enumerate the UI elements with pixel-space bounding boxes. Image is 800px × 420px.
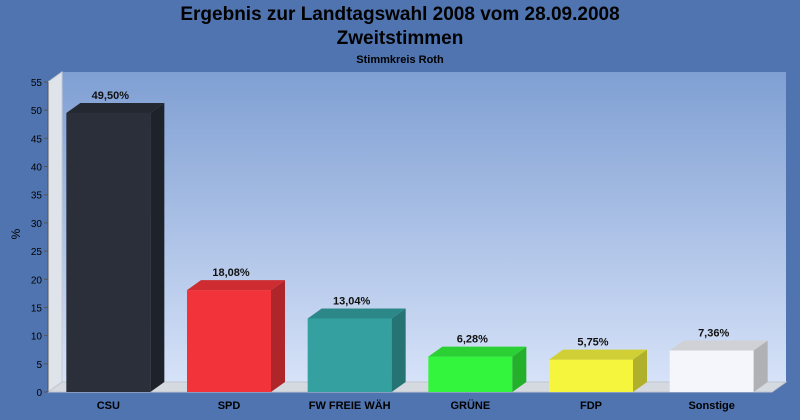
bar-top	[187, 280, 285, 291]
data-label: 6,28%	[457, 334, 488, 346]
data-label: 13,04%	[333, 296, 371, 308]
bar	[549, 359, 633, 392]
y-tick-label: 0	[36, 388, 42, 399]
chart-title: Ergebnis zur Landtagswahl 2008 vom 28.09…	[180, 4, 620, 25]
y-tick-label: 35	[31, 191, 43, 202]
bar-side	[271, 280, 285, 392]
y-tick-label: 15	[31, 303, 43, 314]
bar	[66, 113, 151, 392]
bar-top	[669, 340, 768, 351]
bar-side	[753, 340, 768, 392]
data-label: 18,08%	[212, 267, 250, 279]
x-tick-label: FW FREIE WÄH	[309, 399, 391, 412]
x-tick-label: SPD	[218, 400, 241, 412]
bar-side	[391, 308, 406, 392]
bar-side	[633, 349, 647, 392]
data-label: 5,75%	[577, 337, 608, 349]
bar-top	[66, 103, 165, 113]
chart-caption: Stimmkreis Roth	[356, 54, 444, 66]
bar-side	[150, 103, 165, 392]
chart-subtitle: Zweitstimmen	[336, 28, 464, 49]
bar-top	[307, 308, 406, 319]
y-tick-label: 40	[31, 163, 43, 174]
y-tick-label: 25	[31, 247, 43, 258]
data-label: 7,36%	[698, 328, 729, 340]
y-tick-label: 20	[31, 275, 43, 286]
x-tick-label: FDP	[580, 400, 602, 412]
y-tick-label: 45	[31, 134, 43, 145]
plot-background	[62, 72, 786, 382]
y-tick-label: 30	[31, 219, 43, 230]
y-tick-label: 55	[31, 78, 43, 89]
bar-top	[428, 346, 527, 357]
y-tick-label: 5	[36, 360, 42, 371]
bar-side	[512, 346, 527, 392]
x-tick-label: CSU	[97, 400, 120, 412]
x-tick-label: Sonstige	[688, 400, 734, 412]
y-tick-label: 10	[31, 332, 43, 343]
bar-top	[549, 349, 647, 360]
x-tick-label: GRÜNE	[450, 399, 490, 412]
y-axis-label: %	[9, 228, 23, 239]
data-label: 49,50%	[92, 90, 130, 102]
bar	[669, 350, 754, 392]
bar	[307, 318, 392, 392]
y-tick-label: 50	[31, 106, 43, 117]
left-wall	[47, 71, 63, 393]
bar	[187, 290, 271, 392]
bar	[428, 356, 513, 392]
